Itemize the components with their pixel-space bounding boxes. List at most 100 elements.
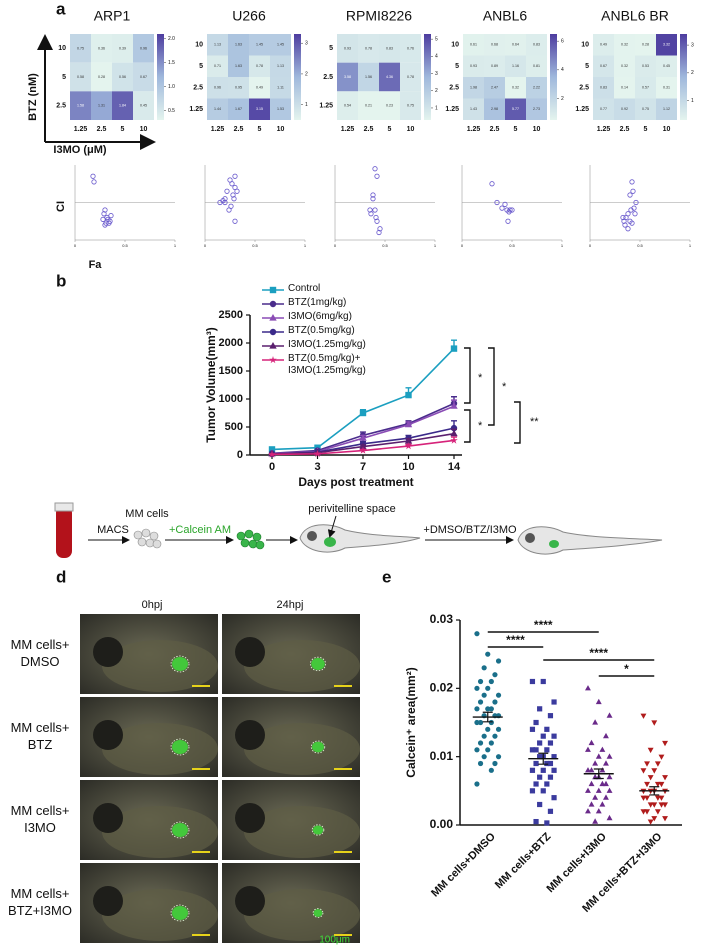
point xyxy=(633,199,639,206)
heatmap-cell xyxy=(526,98,547,120)
colorbar-tick-label: 2 xyxy=(691,70,694,76)
cell-label: 2.73 xyxy=(533,107,540,111)
cell-label: 0.61 xyxy=(470,43,477,47)
heatmap-cell xyxy=(593,77,614,99)
marker xyxy=(450,345,458,352)
heatmap-cell xyxy=(91,34,112,63)
point xyxy=(488,767,494,773)
point xyxy=(658,754,665,760)
x-tick-label: 2.5 xyxy=(97,126,107,133)
colorbar-tick-label: 5 xyxy=(435,36,438,42)
cell-label: 0.95 xyxy=(235,86,242,90)
legend-label-box: BTZ(0.5mg/kg) xyxy=(288,325,355,336)
chart-title: ARP1 xyxy=(94,8,131,24)
x-tick-label: 14 xyxy=(448,461,461,473)
row-label: MM cells+ BTZ+I3MO xyxy=(8,886,72,918)
cell-label: 0.96 xyxy=(140,46,147,50)
legend-marker xyxy=(269,314,277,321)
y-tick-label: 2.5 xyxy=(56,103,66,110)
cell-label: 0.75 xyxy=(407,104,414,108)
point xyxy=(492,672,498,678)
point xyxy=(592,818,599,824)
point xyxy=(606,773,613,780)
significance-label: * xyxy=(502,381,507,393)
heatmap-cell xyxy=(593,34,614,56)
cell-label: 0.49 xyxy=(256,86,263,90)
cell-label: 0.54 xyxy=(344,104,351,108)
x-tick-label: 10 xyxy=(277,126,285,133)
cell-label: 0.93 xyxy=(344,46,351,50)
x-tick-label: 2.5 xyxy=(620,126,630,133)
point xyxy=(603,732,609,739)
heatmap-cell xyxy=(463,98,484,120)
significance-label: * xyxy=(624,662,629,676)
point xyxy=(91,179,97,185)
heatmap-cell xyxy=(400,62,421,92)
marker xyxy=(404,420,413,428)
y-tick-label: 0 xyxy=(237,449,243,461)
point xyxy=(537,801,543,808)
panel-label: e xyxy=(382,567,391,586)
cell-label: 0.32 xyxy=(621,43,628,47)
heatmap-cell xyxy=(133,62,154,92)
cell-label: 0.57 xyxy=(642,86,649,90)
cell-label: 1.84 xyxy=(119,104,126,108)
cell-label: 1.11 xyxy=(277,86,284,90)
heatmap-cell xyxy=(112,62,133,92)
point xyxy=(627,192,633,198)
point xyxy=(592,760,599,766)
cell-label: 1.58 xyxy=(77,104,84,108)
cell-mass xyxy=(313,909,323,917)
point xyxy=(106,220,112,226)
point xyxy=(621,218,627,224)
colorbar-tick-label: 2 xyxy=(561,96,564,102)
point xyxy=(551,767,557,773)
axis-label: I3MO (μM) xyxy=(53,144,107,156)
point xyxy=(654,809,661,815)
column-label: 0hpj xyxy=(142,599,163,611)
heatmap-cell xyxy=(112,91,133,120)
y-tick-label: 10 xyxy=(58,45,66,52)
point xyxy=(654,761,661,767)
point xyxy=(100,216,106,222)
marker xyxy=(404,437,413,444)
heatmap-cell xyxy=(70,62,91,92)
schematic: MACS MM cells +Calcein AM perivitelline … xyxy=(54,502,663,558)
x-tick-label: 1 xyxy=(304,243,307,248)
tube-cap xyxy=(54,502,74,512)
heatmap-cell xyxy=(463,55,484,77)
marker xyxy=(404,442,413,450)
y-tick-label: 0.03 xyxy=(430,612,454,626)
point xyxy=(485,685,491,691)
x-tick-label: 1.25 xyxy=(597,126,611,133)
point xyxy=(547,808,554,814)
colorbar-tick-label: 3 xyxy=(691,42,694,48)
point xyxy=(477,719,484,726)
x-tick-label: MM cells+BTZ xyxy=(493,830,554,891)
cell-label: 0.45 xyxy=(663,64,670,68)
cell-label: 0.75 xyxy=(642,107,649,111)
point xyxy=(474,747,480,753)
significance-bracket xyxy=(514,401,521,444)
cell-label: 4.36 xyxy=(386,75,393,79)
point xyxy=(585,685,591,691)
row-label: MM cells+ BTZ xyxy=(10,720,70,752)
point xyxy=(101,211,107,217)
significance-label: **** xyxy=(506,633,525,647)
cell-label: 3.58 xyxy=(344,75,351,79)
cell-outline xyxy=(310,740,326,754)
x-tick-label: 0 xyxy=(74,243,77,248)
zebrafish-larva xyxy=(517,526,663,555)
y-tick-label: 500 xyxy=(225,421,243,433)
y-tick-label: 1.25 xyxy=(319,103,333,110)
error-bar xyxy=(593,768,604,780)
cell-label: 0.78 xyxy=(365,46,372,50)
heatmap-cell xyxy=(463,77,484,99)
cell-label: 0.28 xyxy=(642,43,649,47)
marker xyxy=(359,446,367,454)
marker xyxy=(359,409,367,417)
cell-outline xyxy=(170,904,190,922)
heatmap-cell xyxy=(337,34,358,63)
y-tick-label: 1.25 xyxy=(189,106,203,113)
heatmap-cell xyxy=(635,98,656,120)
